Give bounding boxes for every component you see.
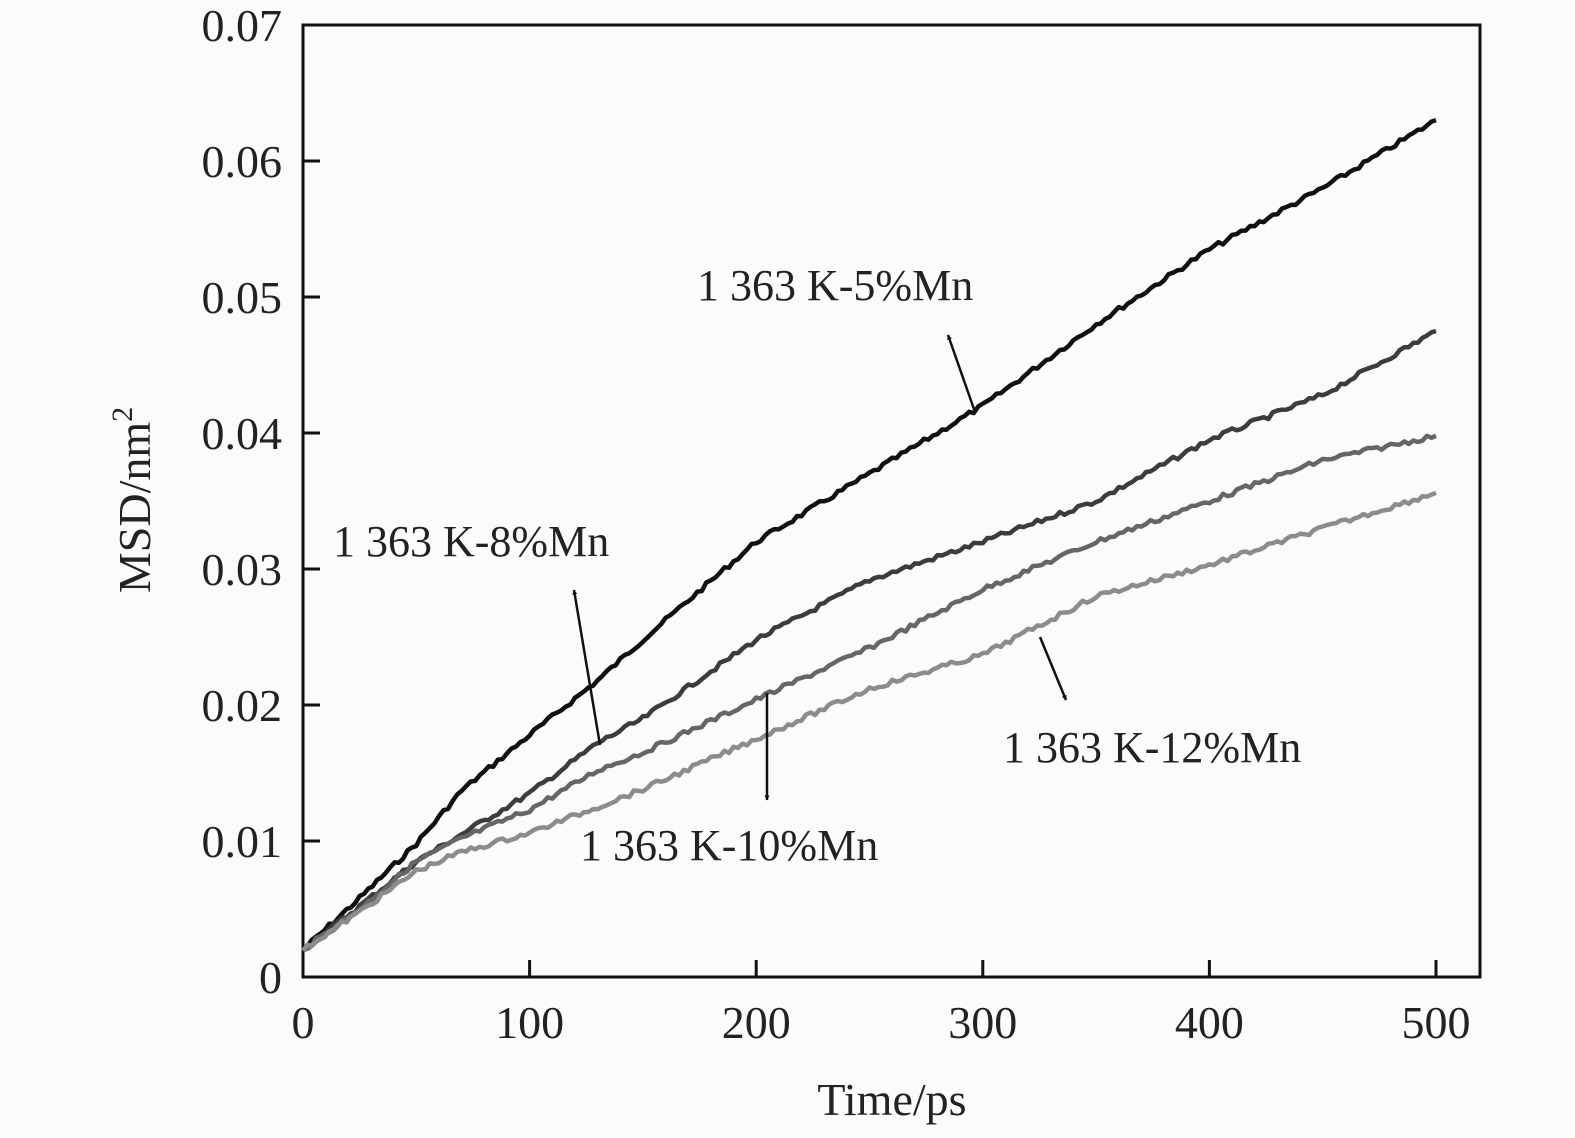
y-tick-label: 0.05 [202, 272, 283, 323]
y-tick-label: 0.03 [202, 544, 283, 595]
y-tick-label: 0.04 [202, 408, 283, 459]
x-tick-label: 200 [722, 997, 791, 1048]
annotation-12mn: 1 363 K-12%Mn [1003, 723, 1301, 772]
series-line-1 [302, 328, 1437, 953]
y-tick-label: 0.07 [202, 0, 283, 51]
x-tick-label: 400 [1175, 997, 1244, 1048]
arrow-12mn [1038, 636, 1068, 701]
x-tick-label: 300 [948, 997, 1017, 1048]
ticks: 0 100 200 300 400 500 0 0.01 0.02 0.03 0.04 0.05 0.0… [202, 0, 1471, 1048]
y-tick-label: 0 [259, 952, 282, 1003]
y-tick-label: 0.06 [202, 136, 283, 187]
x-tick-label: 500 [1402, 997, 1471, 1048]
annotation-10mn: 1 363 K-10%Mn [580, 821, 878, 870]
annotation-5mn: 1 363 K-5%Mn [697, 261, 973, 310]
series-line-0 [301, 118, 1437, 952]
series-line-2 [302, 433, 1437, 952]
x-tick-label: 100 [495, 997, 564, 1048]
series-group [301, 118, 1437, 953]
y-tick-label: 0.01 [202, 816, 283, 867]
annotation-8mn: 1 363 K-8%Mn [333, 517, 609, 566]
series-line-3 [301, 490, 1437, 953]
x-axis-title: Time/ps [817, 1074, 966, 1125]
arrow-8mn [572, 589, 602, 746]
y-tick-label: 0.02 [202, 680, 283, 731]
y-axis-title: MSD/nm2 [106, 407, 160, 593]
arrow-5mn [946, 334, 977, 413]
x-tick-label: 0 [292, 997, 315, 1048]
plot-frame [301, 23, 1482, 979]
